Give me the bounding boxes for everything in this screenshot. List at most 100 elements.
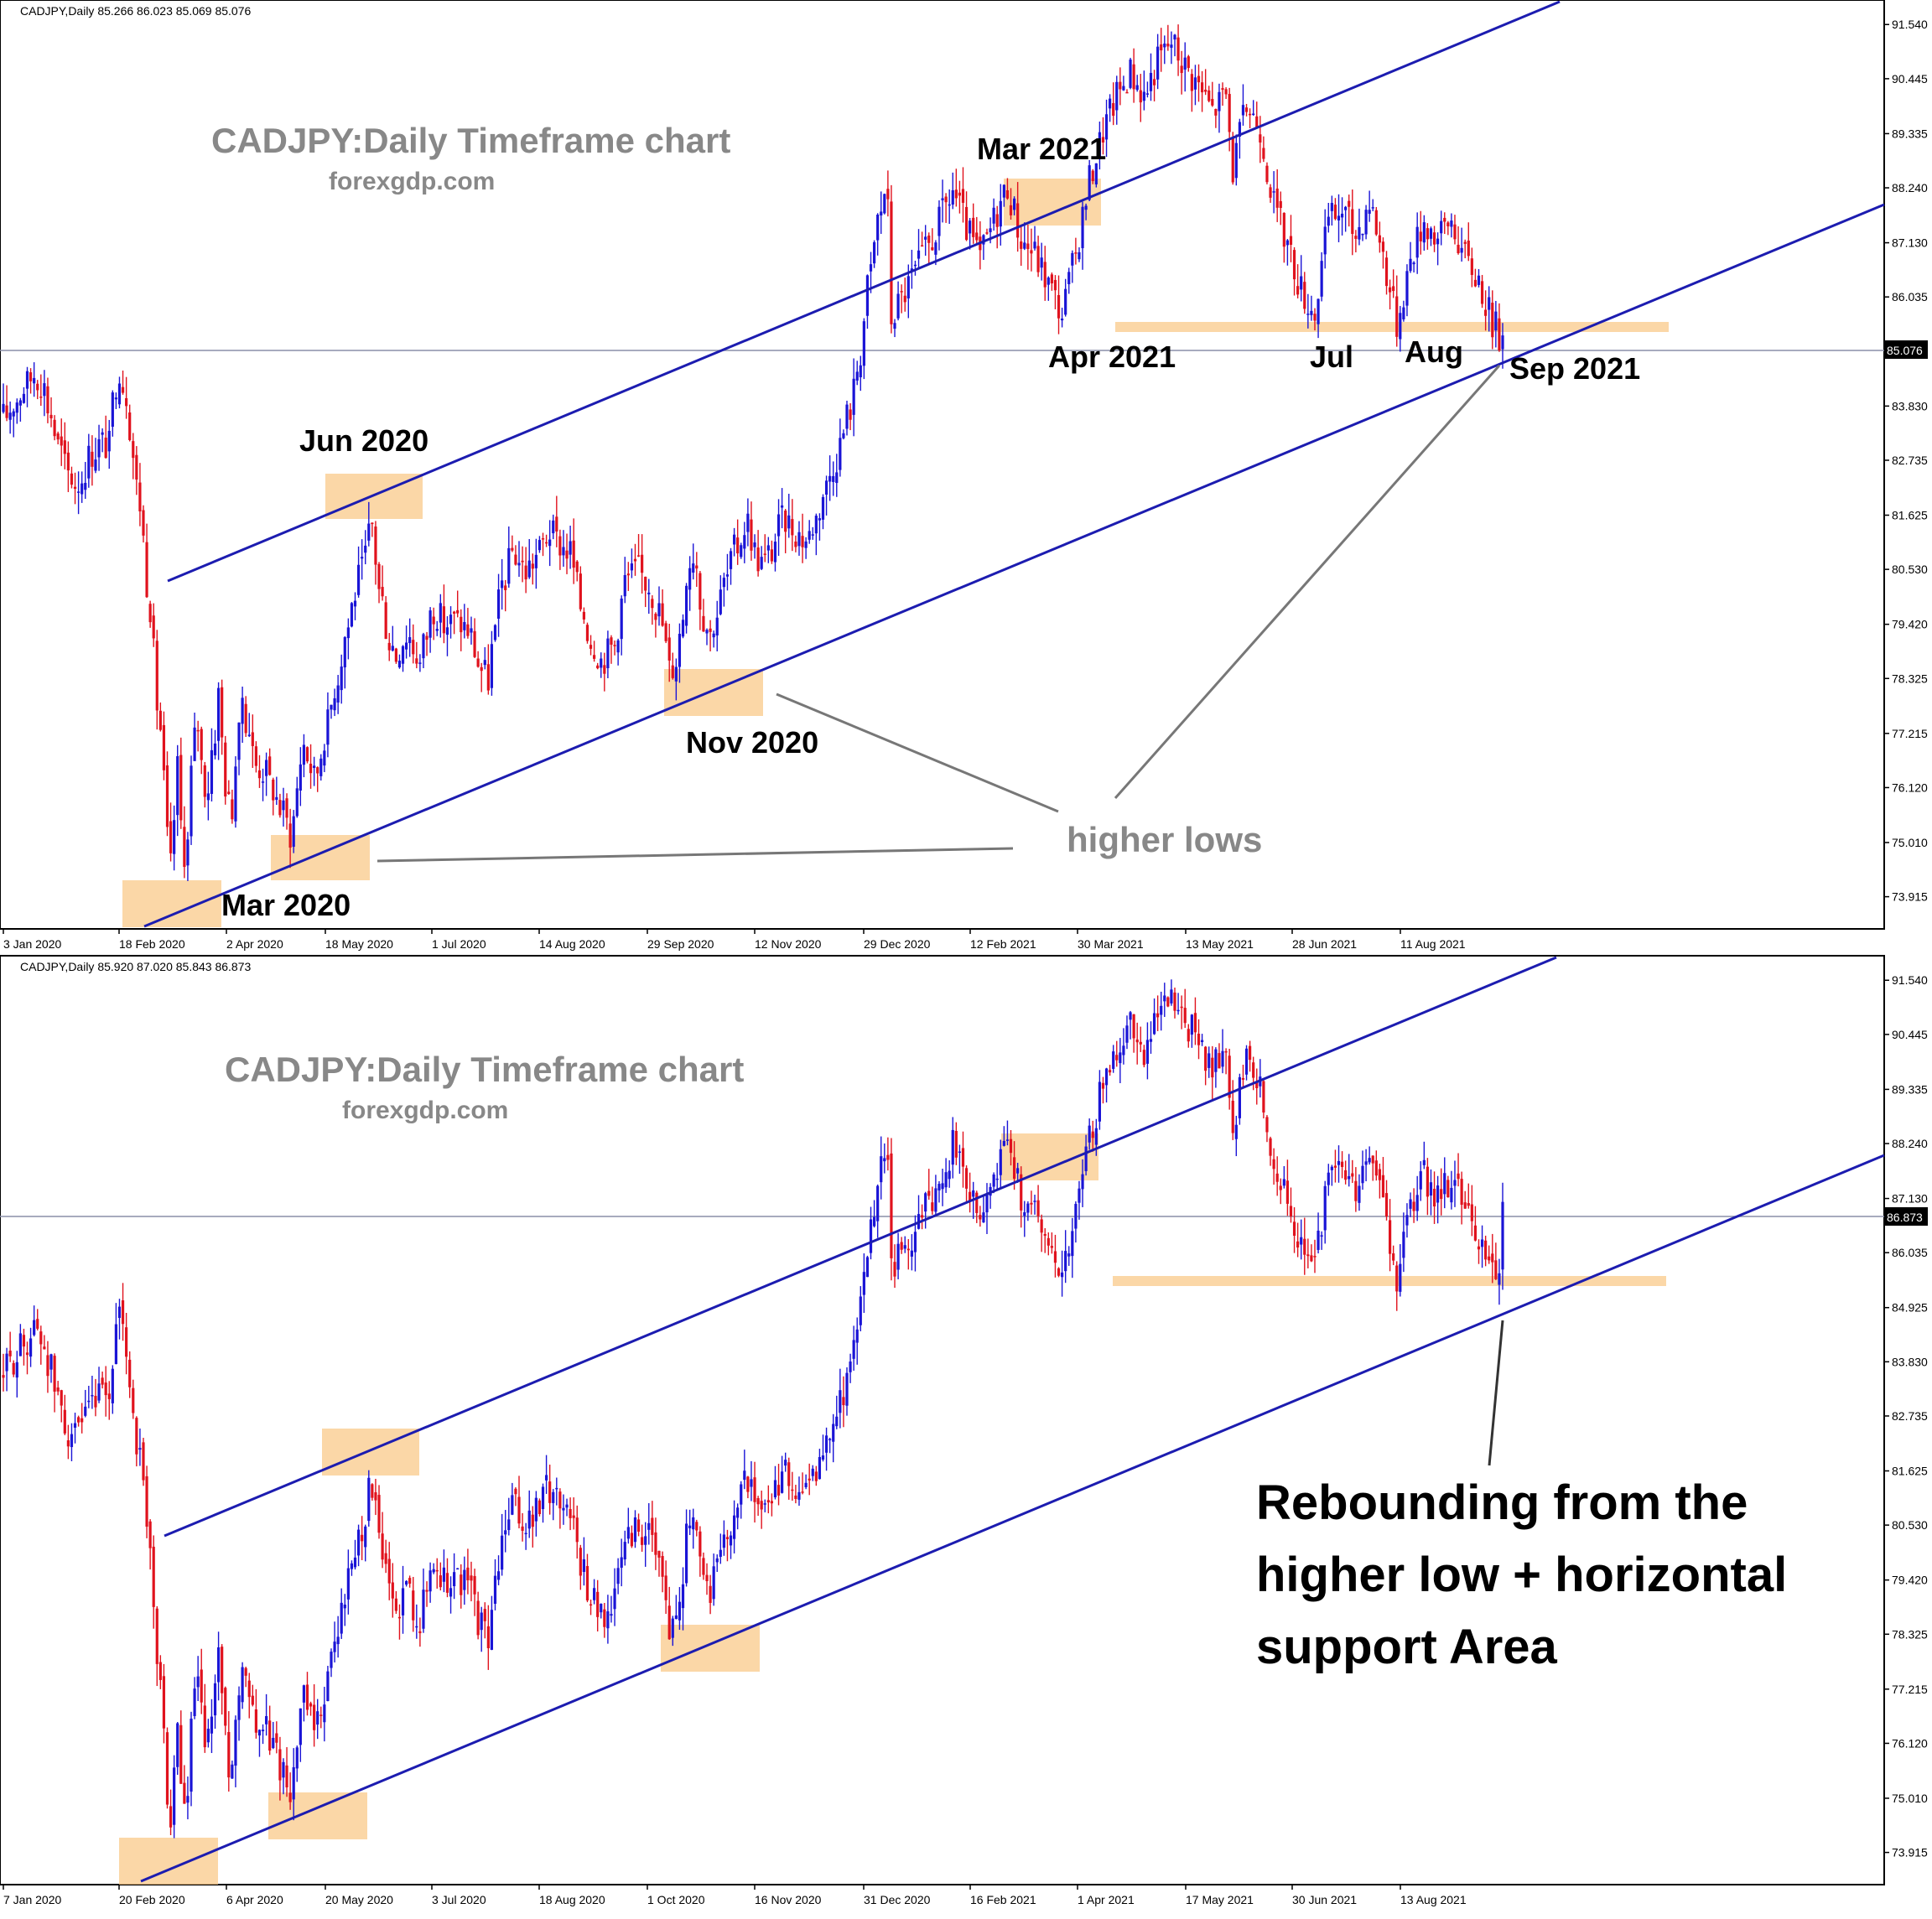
candle-body	[1317, 1230, 1320, 1250]
candle-body	[661, 1556, 664, 1577]
candle-body	[756, 547, 760, 572]
candle-body	[633, 1517, 637, 1543]
candle-body	[712, 1566, 715, 1600]
candle-body	[1361, 233, 1364, 236]
candle-body	[237, 1695, 241, 1720]
candle-body	[1272, 1159, 1275, 1170]
candle-body	[272, 779, 275, 801]
x-tick-label: 18 Aug 2020	[539, 1893, 605, 1906]
candle-body	[1224, 89, 1228, 95]
candle-body	[117, 383, 122, 405]
candle-body	[1091, 1131, 1094, 1138]
candle-body	[1002, 184, 1005, 198]
candle-body	[872, 241, 876, 264]
candle-body	[985, 232, 989, 234]
candle-body	[569, 1509, 572, 1518]
current-price-label: 86.873	[1887, 1211, 1923, 1224]
candle-body	[361, 1534, 364, 1542]
candle-body	[367, 523, 371, 541]
candle-body	[428, 1570, 432, 1592]
candle-body	[674, 666, 678, 682]
candle-body	[1285, 1180, 1290, 1204]
candle-body	[405, 1580, 408, 1585]
candle-body	[951, 189, 954, 205]
candle-body	[449, 1588, 453, 1597]
candle-body	[343, 1604, 346, 1609]
candle-body	[776, 514, 781, 537]
candle-body	[1241, 1077, 1245, 1080]
current-price-box	[1884, 1207, 1928, 1226]
candle-body	[654, 1532, 657, 1555]
candle-body	[736, 1507, 740, 1518]
candle-body	[995, 214, 999, 227]
candle-body	[1005, 189, 1010, 199]
candle-body	[36, 1319, 39, 1329]
candle-body	[5, 405, 8, 418]
candle-body	[80, 483, 84, 495]
candle-body	[1249, 113, 1252, 116]
candle-body	[313, 765, 316, 768]
candle-body	[412, 640, 415, 655]
candle-body	[603, 1609, 606, 1627]
candle-body	[1368, 210, 1371, 214]
candle-body	[995, 1178, 999, 1180]
candle-body	[142, 510, 145, 536]
x-tick-label: 12 Nov 2020	[755, 937, 822, 951]
candle-body	[486, 664, 490, 691]
candle-body	[964, 206, 969, 241]
candle-body	[1292, 250, 1296, 280]
candle-body	[104, 438, 107, 459]
current-price-label: 85.076	[1887, 344, 1923, 357]
candle-body	[1340, 213, 1344, 218]
y-tick-label: 87.130	[1892, 1192, 1928, 1206]
candle-body	[985, 1195, 989, 1213]
candle-body	[736, 537, 740, 554]
y-tick-label: 90.445	[1892, 72, 1928, 86]
candle-body	[128, 412, 132, 440]
candle-body	[1368, 1158, 1371, 1163]
candle-body	[53, 1356, 56, 1392]
candle-body	[1463, 1202, 1467, 1209]
candle-body	[309, 1703, 313, 1707]
candle-body	[43, 383, 46, 397]
candle-body	[958, 192, 962, 196]
x-tick-label: 12 Feb 2021	[970, 937, 1036, 951]
x-tick-label: 11 Aug 2021	[1400, 937, 1466, 951]
candle-body	[886, 1154, 890, 1160]
candle-body	[1204, 1046, 1208, 1071]
candle-body	[1354, 1180, 1358, 1201]
x-tick-label: 3 Jan 2020	[3, 937, 61, 951]
candle-body	[435, 629, 439, 631]
candle-body	[200, 1669, 203, 1703]
candle-body	[56, 433, 60, 440]
candle-body	[1046, 277, 1050, 285]
candle-body	[862, 1272, 865, 1295]
candle-body	[804, 1482, 808, 1487]
candle-body	[849, 409, 852, 420]
candle-body	[1364, 1161, 1368, 1165]
candle-body	[900, 1242, 903, 1250]
annotation-apr-2021: Apr 2021	[1048, 340, 1176, 374]
candle-body	[1384, 257, 1389, 287]
candle-body	[1409, 258, 1412, 272]
candle-body	[1340, 1161, 1344, 1167]
candle-body	[906, 276, 910, 298]
candle-body	[855, 1329, 859, 1343]
candle-body	[818, 518, 822, 521]
candle-body	[999, 200, 1002, 227]
x-tick-label: 14 Aug 2020	[539, 937, 605, 951]
candle-body	[1480, 1239, 1484, 1247]
candle-body	[1135, 85, 1139, 91]
candle-body	[221, 1647, 224, 1693]
candle-body	[117, 1306, 122, 1319]
candle-body	[1170, 44, 1173, 48]
candle-body	[1313, 1256, 1317, 1258]
candle-body	[490, 644, 494, 688]
candle-body	[422, 634, 425, 659]
candle-body	[1323, 1185, 1327, 1231]
candle-body	[449, 615, 453, 625]
candle-body	[326, 709, 330, 745]
candle-body	[1109, 98, 1112, 109]
annotation-rebound-line-1: Rebounding from the	[1256, 1476, 1748, 1530]
